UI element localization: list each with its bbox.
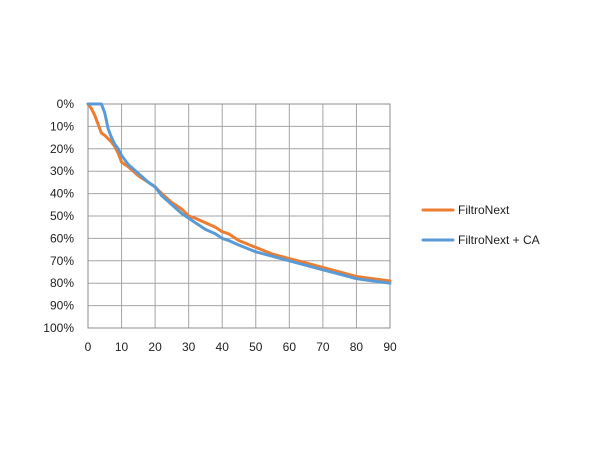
x-tick-label: 30 — [182, 340, 196, 354]
y-tick-label: 70% — [50, 254, 74, 268]
x-tick-label: 40 — [216, 340, 230, 354]
x-tick-label: 80 — [350, 340, 364, 354]
x-tick-label: 60 — [283, 340, 297, 354]
y-tick-label: 80% — [50, 276, 74, 290]
x-tick-label: 70 — [316, 340, 330, 354]
series-layer — [86, 102, 392, 285]
x-tick-label: 20 — [148, 340, 162, 354]
axes: 0 10 20 30 40 50 60 70 80 90 0% 10% 20% 30% 40% 50% 60% 7… — [43, 97, 397, 354]
series-line-filtronext — [86, 102, 392, 283]
series-line-filtronext-ca — [86, 102, 392, 285]
y-tick-label: 100% — [43, 321, 74, 335]
legend: FiltroNext FiltroNext + CA — [421, 203, 540, 247]
y-tick-label: 0% — [57, 97, 75, 111]
y-tick-label: 20% — [50, 142, 74, 156]
y-tick-label: 60% — [50, 231, 74, 245]
legend-label: FiltroNext + CA — [458, 233, 540, 247]
plot-area-border — [87, 103, 391, 329]
y-tick-label: 50% — [50, 209, 74, 223]
x-tick-label: 50 — [249, 340, 263, 354]
y-tick-label: 30% — [50, 164, 74, 178]
y-tick-label: 40% — [50, 187, 74, 201]
x-tick-label: 0 — [85, 340, 92, 354]
y-tick-label: 90% — [50, 299, 74, 313]
grid — [87, 103, 391, 329]
y-tick-label: 10% — [50, 119, 74, 133]
x-tick-label: 10 — [115, 340, 129, 354]
legend-label: FiltroNext — [458, 203, 510, 217]
x-tick-label: 90 — [383, 340, 397, 354]
